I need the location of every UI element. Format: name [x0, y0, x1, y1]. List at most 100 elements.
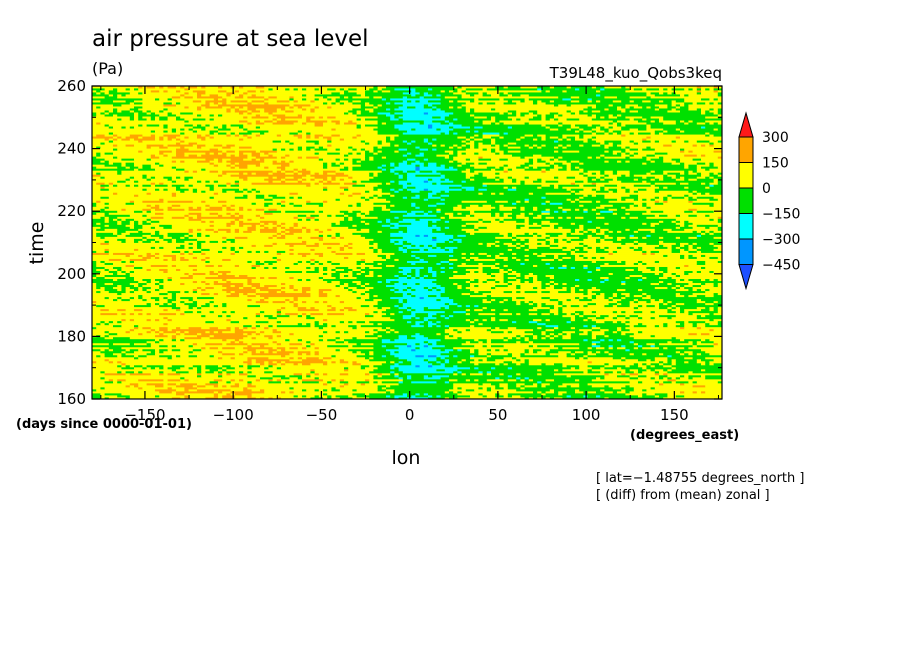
heatmap-cell [239, 220, 244, 223]
heatmap-cell [474, 270, 479, 273]
heatmap-cell [167, 278, 173, 282]
heatmap-cell [314, 388, 320, 392]
heatmap-cell [436, 210, 441, 213]
heatmap-cell [659, 314, 677, 318]
heatmap-cell [121, 260, 126, 263]
heatmap-cell [528, 232, 534, 235]
heatmap-cell [486, 278, 496, 282]
heatmap-cell [234, 240, 303, 243]
heatmap-cell [327, 272, 332, 276]
heatmap-cell [411, 210, 425, 213]
heatmap-cell [314, 218, 320, 221]
heatmap-cell [507, 330, 513, 334]
heatmap-cell [260, 312, 278, 316]
heatmap-cell [100, 260, 105, 263]
heatmap-cell [255, 300, 269, 304]
heatmap-cell [692, 200, 723, 203]
heatmap-cell [323, 300, 328, 304]
heatmap-cell [533, 286, 538, 290]
heatmap-cell [335, 284, 341, 288]
heatmap-cell [558, 266, 567, 269]
heatmap-cell [318, 238, 324, 241]
heatmap-cell [302, 376, 315, 380]
heatmap-cell [386, 206, 416, 209]
heatmap-cell [579, 190, 597, 193]
heatmap-cell [209, 330, 215, 334]
heatmap-cell [512, 234, 517, 237]
heatmap-cell [100, 322, 105, 326]
heatmap-cell [449, 354, 454, 358]
heatmap-cell [348, 372, 366, 376]
heatmap-cell [457, 234, 467, 237]
heatmap-cell [276, 222, 282, 225]
heatmap-cell [646, 242, 660, 245]
heatmap-cell [310, 230, 320, 233]
heatmap-cell [335, 386, 378, 390]
heatmap-cell [146, 364, 164, 368]
heatmap-cell [533, 208, 538, 211]
heatmap-cell [453, 206, 462, 209]
heatmap-cell [218, 272, 223, 276]
heatmap-cell [667, 194, 672, 197]
heatmap-cell [155, 352, 223, 356]
heatmap-cell [528, 358, 622, 362]
heatmap-cell [549, 344, 555, 348]
heatmap-cell [146, 236, 160, 239]
heatmap-cell [457, 246, 517, 249]
heatmap-cell [129, 384, 135, 388]
heatmap-cell [381, 188, 391, 191]
heatmap-cell [247, 282, 261, 286]
heatmap-cell [272, 340, 278, 344]
heatmap-cell [570, 384, 580, 388]
heatmap-cell [92, 384, 126, 388]
heatmap-cell [176, 268, 181, 271]
heatmap-cell [356, 276, 399, 280]
heatmap-cell [638, 322, 643, 326]
heatmap-cell [528, 344, 534, 348]
heatmap-cell [507, 326, 517, 330]
heatmap-cell [600, 230, 605, 233]
heatmap-cell [583, 226, 597, 229]
heatmap-cell [318, 204, 324, 207]
heatmap-cell [701, 374, 706, 378]
heatmap-cell [268, 316, 278, 320]
heatmap-cell [596, 240, 601, 243]
heatmap-cell [310, 344, 328, 348]
heatmap-cell [696, 340, 702, 344]
heatmap-cell [209, 212, 219, 215]
heatmap-cell [310, 292, 320, 296]
heatmap-cell [512, 270, 517, 273]
heatmap-cell [281, 320, 315, 324]
heatmap-cell [302, 388, 307, 392]
heatmap-cell [579, 314, 584, 318]
heatmap-cell [92, 248, 105, 251]
heatmap-cell [117, 218, 122, 221]
heatmap-cell [192, 272, 206, 276]
heatmap-cell [646, 216, 719, 219]
heatmap-cell [377, 334, 383, 338]
heatmap-cell [272, 360, 278, 364]
heatmap-cell [184, 394, 189, 398]
heatmap-cell [407, 212, 416, 215]
heatmap-cell [138, 332, 143, 336]
heatmap-cell [696, 314, 702, 318]
heatmap-cell [612, 352, 630, 356]
heatmap-cell [117, 234, 126, 237]
heatmap-cell [507, 258, 517, 261]
heatmap-cell [289, 374, 303, 378]
heatmap-cell [318, 276, 324, 280]
heatmap-cell [281, 390, 286, 394]
heatmap-cell [138, 382, 147, 386]
heatmap-cell [600, 328, 609, 332]
heatmap-cell [373, 374, 378, 378]
heatmap-cell [713, 196, 723, 199]
heatmap-cell [629, 236, 639, 239]
heatmap-cell [192, 252, 202, 255]
heatmap-cell [419, 194, 429, 197]
heatmap-cell [176, 188, 189, 191]
heatmap-cell [344, 338, 383, 342]
heatmap-cell [440, 306, 446, 310]
heatmap-cell [188, 252, 194, 255]
heatmap-cell [369, 292, 404, 296]
heatmap-cell [537, 214, 542, 217]
